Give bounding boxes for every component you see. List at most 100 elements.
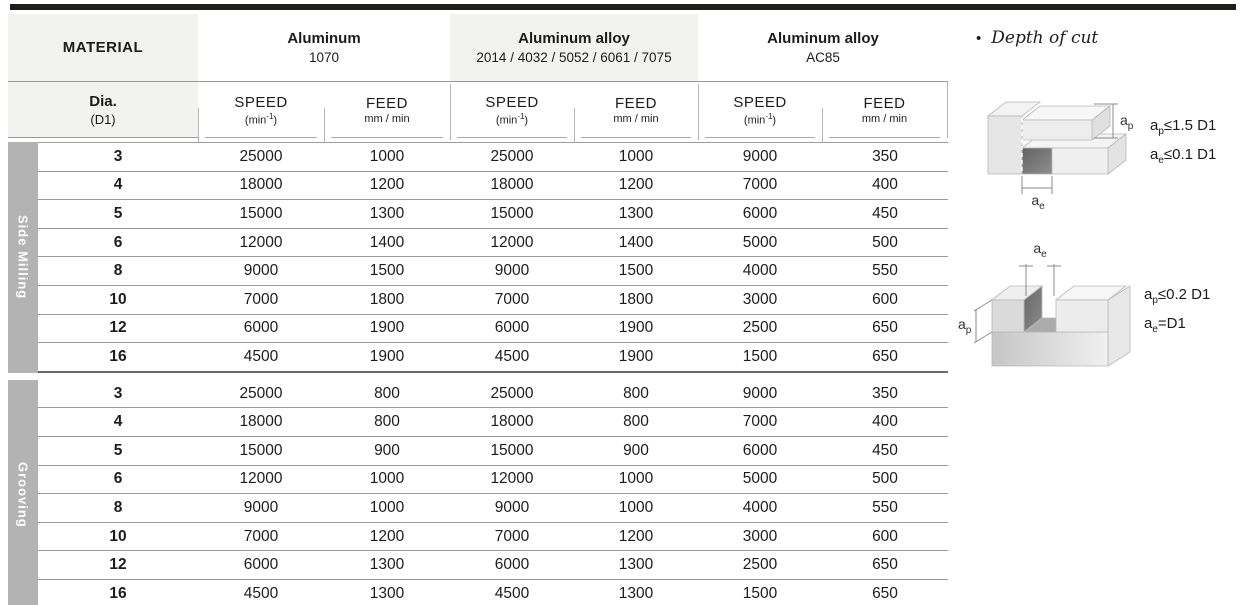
speed-value: 15000 [239,204,283,222]
formula-ap: ap≤1.5 D1 [1150,116,1217,137]
table-row: 10 7000 1800 7000 1800 3000 600 [38,286,948,315]
material-aluminum-alloy: Aluminum alloy 2014 / 4032 / 5052 / 6061… [450,14,698,81]
depth-of-cut-notes: • Depth of cut [958,28,1252,380]
speed-value: 15000 [490,441,534,459]
speed-value: 5000 [742,233,778,251]
speed-value: 4500 [494,347,530,365]
formula-ae: ae≤0.1 D1 [1150,145,1217,166]
table-row: 6 12000 1000 12000 1000 5000 500 [38,466,948,495]
feed-value: 800 [374,384,400,402]
speed-value: 4000 [742,498,778,516]
speed-value: 9000 [494,498,530,516]
grooving-diagram: ae ap [958,240,1144,380]
feed-value: 900 [623,441,649,459]
feed-header: FEED mm / min [822,82,948,143]
side-milling-rows: 3 25000 1000 25000 1000 9000 350 4 18000 1200 1800… [38,142,948,373]
speed-value: 7000 [742,176,778,194]
dia-value: 8 [113,262,123,280]
dia-value: 6 [113,233,123,251]
feed-value: 1300 [369,204,405,222]
feed-value: 1300 [618,584,654,602]
side-milling-label-bar: Side Milling [8,142,38,373]
speed-value: 6000 [243,556,279,574]
table-row: 3 25000 800 25000 800 9000 350 [38,380,948,409]
feed-value: 400 [872,413,898,431]
table-row: 4 18000 1200 18000 1200 7000 400 [38,172,948,201]
feed-header: FEED mm / min [574,82,698,143]
section-side-milling: Side Milling 3 25000 1000 25000 1000 9000 350 4… [8,142,948,373]
speed-value: 25000 [239,384,283,402]
feed-value: 1000 [618,498,654,516]
speed-value: 2500 [742,556,778,574]
speed-value: 18000 [239,413,283,431]
feed-value: 1000 [369,147,405,165]
speed-value: 9000 [742,384,778,402]
feed-header: FEED mm / min [324,82,450,143]
feed-value: 450 [872,204,898,222]
grooving-rows: 3 25000 800 25000 800 9000 350 4 18000 800 18000 80… [38,380,948,605]
feed-value: 1800 [369,290,405,308]
feed-value: 450 [872,441,898,459]
table-row: 10 7000 1200 7000 1200 3000 600 [38,523,948,552]
ae-dimension-label: ae [1033,240,1047,260]
grooving-formulas: ap≤0.2 D1 ae=D1 [1144,286,1210,335]
ap-dimension-label: ap [1120,112,1134,132]
feed-value: 550 [872,262,898,280]
dia-value: 6 [113,470,123,488]
formula-ap: ap≤0.2 D1 [1144,285,1211,306]
speed-value: 12000 [490,470,534,488]
table-row: 16 4500 1900 4500 1900 1500 650 [38,343,948,373]
feed-value: 350 [872,384,898,402]
feed-value: 350 [872,147,898,165]
feed-value: 650 [872,584,898,602]
feed-value: 1200 [618,527,654,545]
speed-header: SPEED (min-1) [450,82,574,140]
feed-value: 1300 [369,556,405,574]
speed-value: 4500 [243,584,279,602]
material-header-row: MATERIAL Aluminum 1070 Aluminum alloy 20… [8,14,948,82]
speed-value: 6000 [742,441,778,459]
formula-ae: ae=D1 [1144,314,1186,335]
feed-value: 1900 [618,319,654,337]
speed-value: 4500 [494,584,530,602]
speed-value: 25000 [490,147,534,165]
speed-value: 9000 [742,147,778,165]
speed-value: 6000 [494,556,530,574]
bullet-icon: • [976,29,982,47]
side-milling-formulas: ap≤1.5 D1 ae≤0.1 D1 [1150,117,1216,166]
ap-dimension-label: ap [958,316,972,336]
column-header-row: Dia. (D1) SPEED (min-1) FEED mm / min SP… [8,82,948,143]
side-milling-diagram-icon [986,101,1128,194]
speed-value: 2500 [742,319,778,337]
speed-value: 9000 [243,498,279,516]
grooving-label-bar: Grooving [8,379,38,605]
speed-value: 3000 [742,527,778,545]
feed-value: 900 [374,441,400,459]
feed-value: 1300 [618,204,654,222]
speed-value: 6000 [243,319,279,337]
speed-value: 18000 [490,176,534,194]
feed-value: 800 [374,413,400,431]
speed-value: 7000 [243,290,279,308]
speed-value: 4000 [742,262,778,280]
feed-value: 1200 [369,527,405,545]
material-header-cell: MATERIAL [8,14,198,81]
speed-value: 25000 [239,147,283,165]
dia-value: 10 [109,527,127,545]
depth-of-cut-heading: • Depth of cut [976,28,1099,48]
speed-value: 6000 [494,319,530,337]
speed-value: 6000 [742,204,778,222]
speed-header: SPEED (min-1) [698,82,822,140]
feed-value: 1500 [369,262,405,280]
feed-value: 1900 [369,319,405,337]
speed-value: 25000 [490,384,534,402]
feed-value: 1000 [369,470,405,488]
feed-value: 500 [872,233,898,251]
speed-value: 7000 [494,527,530,545]
dia-value: 8 [113,498,123,516]
ae-dimension-label: ae [1031,192,1045,212]
feed-value: 1500 [618,262,654,280]
feed-value: 1400 [618,233,654,251]
feed-value: 1400 [369,233,405,251]
